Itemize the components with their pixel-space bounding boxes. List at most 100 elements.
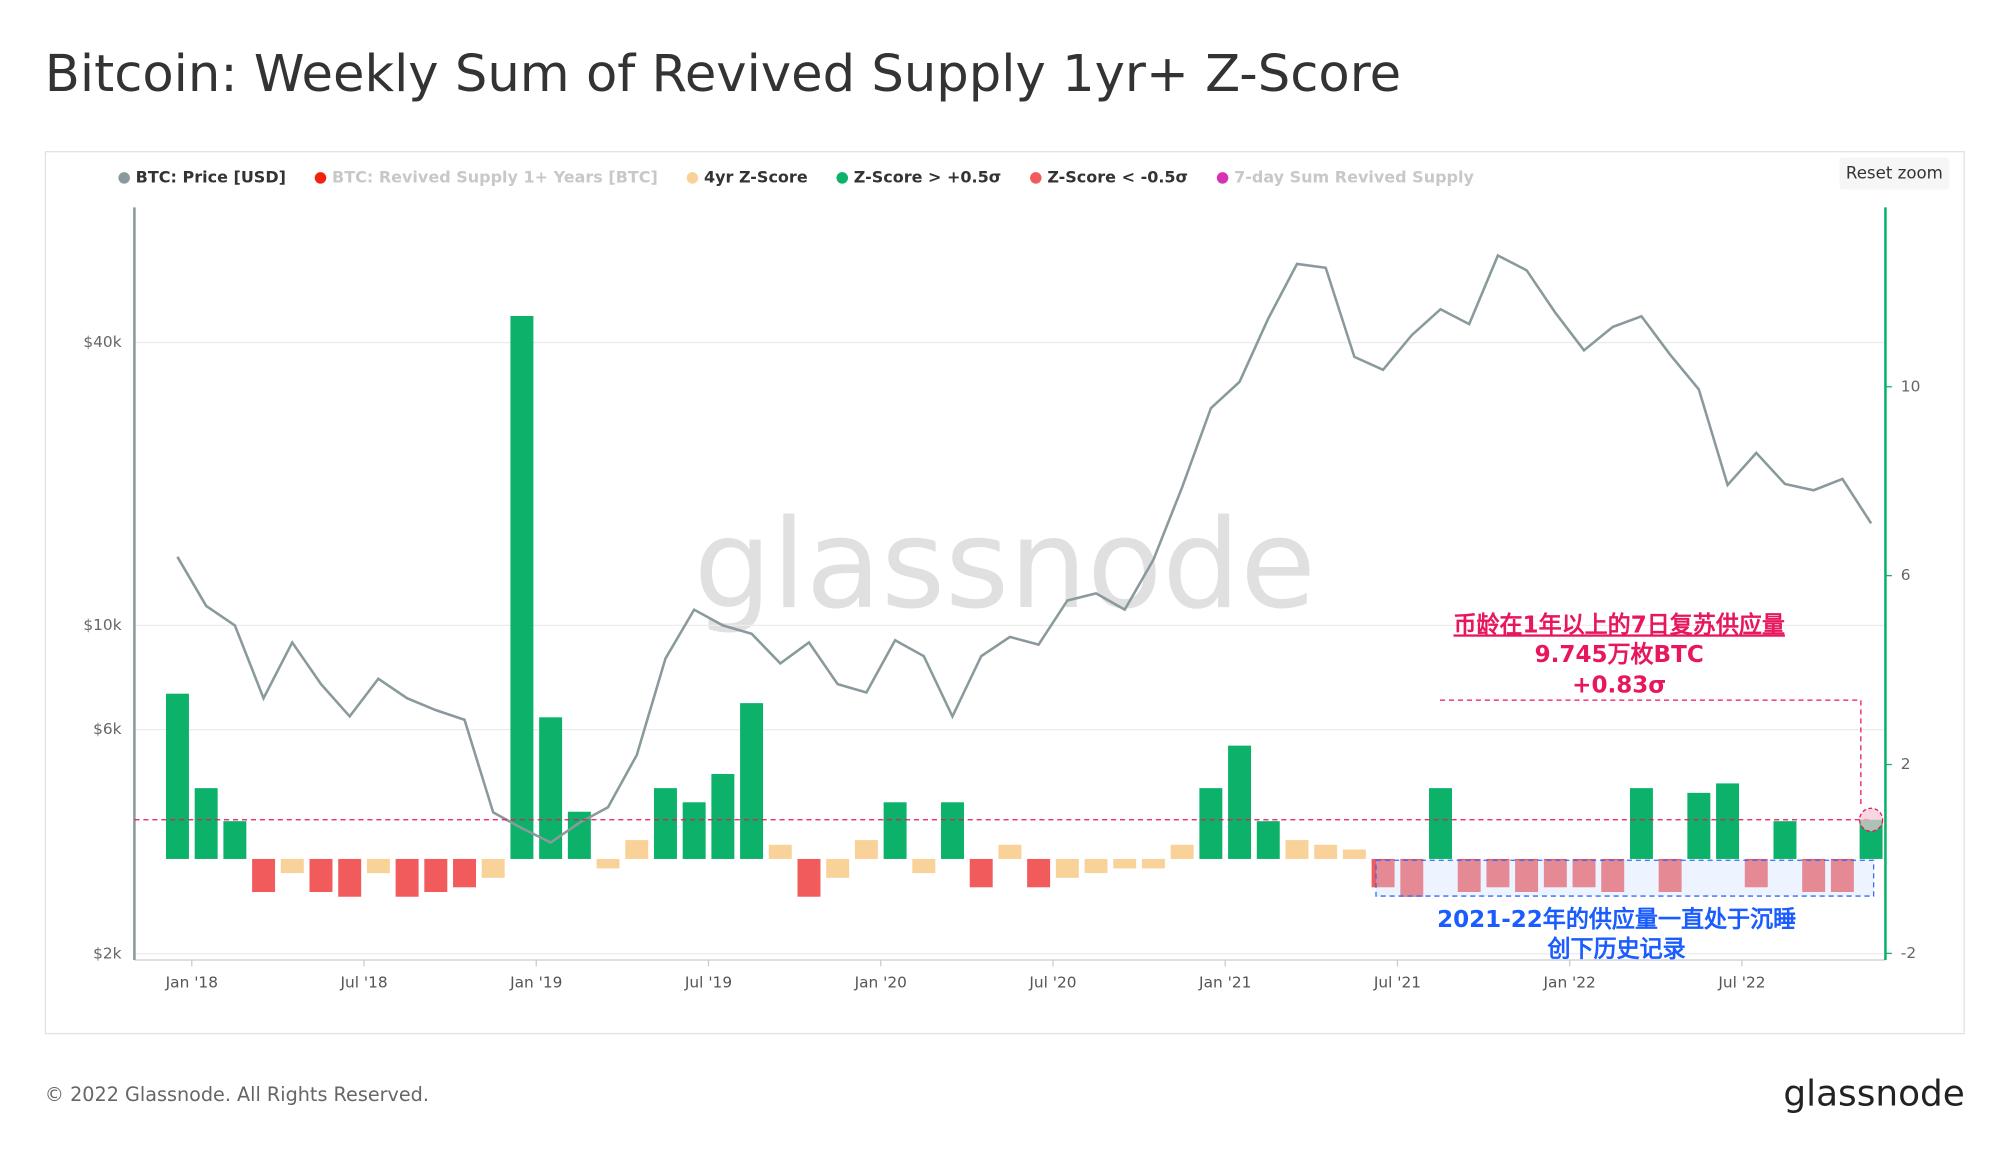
z-score-bar [1228, 745, 1252, 859]
z-score-bar [1199, 788, 1223, 859]
z-score-bar [481, 858, 505, 878]
z-score-bar [998, 844, 1022, 859]
z-score-bar [510, 315, 534, 859]
z-score-bar [567, 811, 591, 859]
y-tick-label: $40k [83, 333, 121, 351]
z-score-bar [194, 788, 218, 859]
z-score-bar [969, 858, 993, 888]
z-score-bar [309, 858, 333, 893]
y2-tick-label: -2 [1901, 944, 1916, 962]
x-tick-label: Jul '21 [1373, 974, 1421, 992]
z-score-bar [1830, 858, 1854, 893]
z-score-bar [1744, 858, 1768, 888]
z-score-bar [1601, 858, 1625, 893]
z-score-bar [596, 858, 620, 869]
z-score-bar [395, 858, 419, 897]
legend-label[interactable]: BTC: Revived Supply 1+ Years [BTC] [332, 167, 658, 186]
x-tick-label: Jul '19 [684, 974, 732, 992]
z-score-bar [1486, 858, 1510, 888]
y2-tick-label: 2 [1901, 755, 1911, 773]
z-score-bar [1113, 858, 1137, 869]
x-tick-label: Jan '22 [1543, 974, 1596, 992]
z-score-bar [653, 788, 677, 859]
legend-label[interactable]: BTC: Price [USD] [136, 167, 286, 186]
z-score-bar [1773, 821, 1797, 859]
z-score-bar [941, 802, 964, 859]
price-line [176, 253, 1873, 844]
page-title: Bitcoin: Weekly Sum of Revived Supply 1y… [45, 44, 1401, 104]
highlight-box [1375, 859, 1875, 897]
legend-label[interactable]: Z-Score > +0.5σ [854, 167, 1001, 186]
z-score-bar [768, 844, 792, 859]
z-score-bar [854, 840, 878, 859]
highlight-point [1858, 807, 1884, 832]
watermark: glassnode [694, 493, 1316, 636]
reset-zoom-label[interactable]: Reset zoom [1846, 164, 1943, 183]
z-score-bar [826, 858, 850, 878]
z-score-bar [912, 858, 936, 874]
legend-swatch [1216, 172, 1229, 184]
x-tick-label: Jul '18 [339, 974, 387, 992]
z-score-bar [797, 858, 821, 897]
x-tick-label: Jan '18 [165, 974, 218, 992]
annotation-pink: 币龄在1年以上的7日复苏供应量 [1453, 611, 1784, 638]
z-score-bar [539, 717, 563, 859]
y2-tick-label: 6 [1901, 566, 1911, 584]
legend-swatch [686, 172, 699, 184]
legend-label[interactable]: Z-Score < -0.5σ [1047, 167, 1188, 186]
y2-tick-label: 10 [1901, 377, 1921, 395]
z-score-bar [1400, 858, 1424, 897]
x-tick-label: Jan '21 [1198, 974, 1251, 992]
annotation-pink: +0.83σ [1572, 673, 1666, 699]
y-tick-label: $6k [93, 720, 122, 738]
x-tick-label: Jan '19 [509, 974, 562, 992]
x-tick-label: Jul '20 [1028, 974, 1076, 992]
z-score-bar [165, 693, 189, 859]
z-score-bar [740, 703, 764, 859]
z-score-bar [1802, 858, 1826, 893]
z-score-bar [625, 840, 649, 859]
legend-label[interactable]: 7-day Sum Revived Supply [1234, 167, 1474, 186]
legend-swatch [1030, 172, 1042, 184]
z-score-bar [1342, 849, 1366, 859]
z-score-bar [338, 858, 362, 897]
z-score-bar [1141, 858, 1165, 869]
annotation-blue: 创下历史记录 [1547, 936, 1686, 962]
z-score-bar [223, 821, 247, 859]
z-score-bar [1055, 858, 1079, 878]
z-score-bar [1027, 858, 1051, 888]
z-score-bar [280, 858, 304, 874]
y-tick-label: $2k [93, 944, 122, 962]
z-score-bar [1629, 788, 1653, 859]
z-score-bar [1716, 783, 1740, 859]
z-score-bar [1429, 788, 1452, 859]
z-score-bar [1285, 840, 1309, 859]
z-score-bar [1256, 821, 1280, 859]
z-score-bar [1314, 844, 1338, 859]
z-score-bar [711, 773, 735, 859]
z-score-bar [252, 858, 276, 893]
z-score-bar [1170, 844, 1194, 859]
z-score-bar [1515, 858, 1539, 893]
z-score-bar [883, 802, 907, 859]
z-score-bar [1572, 858, 1596, 888]
x-tick-label: Jul '22 [1717, 974, 1765, 992]
annotation-blue: 2021-22年的供应量一直处于沉睡 [1437, 906, 1796, 933]
legend-swatch [836, 172, 849, 184]
z-score-bar [1457, 858, 1481, 893]
z-score-bar [1543, 858, 1567, 888]
reset-zoom-button[interactable] [1839, 157, 1950, 190]
legend-swatch [118, 172, 130, 184]
copyright: © 2022 Glassnode. All Rights Reserved. [45, 1083, 429, 1106]
z-score-bar [366, 858, 390, 874]
logo: glassnode [1783, 1074, 1964, 1115]
z-score-bar [1687, 792, 1711, 859]
z-score-bar [682, 802, 706, 859]
z-score-bar [1658, 858, 1682, 893]
y-tick-label: $10k [83, 616, 121, 634]
z-score-bar [1084, 858, 1108, 874]
legend-label[interactable]: 4yr Z-Score [704, 167, 808, 186]
z-score-bar [424, 858, 448, 893]
